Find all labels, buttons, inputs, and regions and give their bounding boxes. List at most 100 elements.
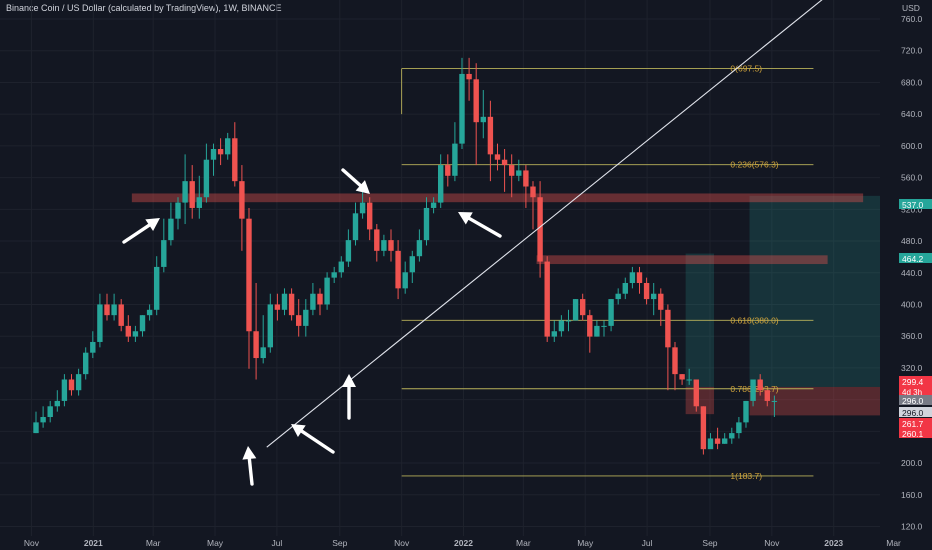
candle-body — [182, 181, 188, 203]
candle-body — [253, 331, 259, 359]
price-axis-tick: 760.0 — [901, 14, 923, 24]
candle-body — [331, 272, 337, 278]
candle-body — [736, 422, 742, 434]
candle-body — [693, 379, 699, 407]
price-axis-tick: 720.0 — [901, 46, 923, 56]
candle-body — [466, 73, 472, 80]
candle-body — [750, 379, 756, 401]
candle-body — [324, 277, 330, 305]
candle-body — [501, 159, 508, 166]
candle-body — [175, 202, 181, 219]
price-axis-tick: 200.0 — [901, 458, 923, 468]
candle-body — [743, 400, 749, 423]
price-tag — [899, 199, 932, 209]
time-axis — [0, 536, 932, 550]
candle-body — [267, 304, 273, 348]
price-axis-tick: 320.0 — [901, 363, 923, 373]
candle-body — [381, 240, 387, 251]
chart-title: Binance Coin / US Dollar (calculated by … — [6, 3, 282, 13]
time-axis-tick: Nov — [24, 538, 40, 548]
fib-level-label: 0.236(576.3) — [730, 160, 778, 170]
arrow-shaft — [122, 223, 151, 244]
arrow-head — [458, 212, 473, 225]
annotation-arrow-icon — [291, 424, 335, 454]
resistance-zone — [131, 193, 864, 203]
candle-body — [83, 352, 89, 375]
candle-body — [643, 283, 650, 300]
resistance-zone — [536, 255, 828, 265]
candle-body — [729, 433, 735, 439]
candle-body — [310, 293, 316, 310]
candle-body — [487, 116, 494, 155]
candle-body — [374, 229, 380, 251]
price-axis-tick: 120.0 — [901, 521, 923, 531]
trendline — [266, 0, 823, 448]
candle-body — [537, 197, 543, 262]
candle-body — [771, 400, 778, 402]
time-axis-tick: Mar — [516, 538, 531, 548]
time-axis-tick: May — [577, 538, 594, 548]
candle-body — [445, 165, 451, 176]
candle-body — [402, 272, 408, 289]
time-axis-tick: 2021 — [84, 538, 103, 548]
candle-body — [104, 304, 110, 316]
candle-body — [232, 138, 238, 182]
price-axis-tick: 520.0 — [901, 204, 923, 214]
price-axis-tick: 640.0 — [901, 109, 923, 119]
annotation-arrow-icon — [342, 374, 356, 420]
price-tag-label: 464.2 — [902, 254, 924, 264]
candle-body — [629, 272, 636, 284]
price-tag-label: 299.4 — [902, 377, 924, 387]
candle-body — [430, 202, 437, 208]
annotation-arrow-icon — [341, 168, 370, 194]
candle-body — [90, 341, 96, 353]
candle-body — [352, 213, 359, 241]
candle-body — [47, 406, 53, 418]
candle-body — [601, 325, 607, 327]
candle-body — [608, 299, 614, 326]
candle-body — [714, 438, 721, 444]
price-axis-currency: USD — [902, 3, 920, 13]
time-axis-tick: Jul — [642, 538, 653, 548]
candle-body — [508, 165, 515, 176]
time-axis-tick: Mar — [146, 538, 161, 548]
candle-body — [118, 304, 124, 326]
arrow-head — [342, 374, 356, 387]
candle-body — [686, 379, 692, 381]
price-axis-tick: 160.0 — [901, 490, 923, 500]
candle-body — [544, 261, 550, 337]
candle-body — [615, 293, 621, 300]
projection-profit-zone — [749, 195, 892, 387]
price-tag — [899, 376, 932, 396]
price-tag — [899, 395, 932, 405]
time-axis-tick: 2022 — [454, 538, 473, 548]
candle-body — [210, 148, 217, 160]
candle-body — [139, 315, 146, 332]
candle-body — [125, 325, 132, 337]
candle-body — [721, 438, 728, 444]
candle-body — [366, 202, 373, 230]
time-axis-tick: Sep — [702, 538, 717, 548]
candle-body — [523, 170, 529, 187]
arrow-head — [242, 446, 257, 460]
price-axis-tick: 480.0 — [901, 236, 923, 246]
price-tag — [899, 428, 932, 438]
candle-body — [303, 309, 309, 326]
price-tag-label: 537.0 — [902, 200, 924, 210]
candle-body — [260, 347, 266, 359]
candle-body — [551, 331, 557, 337]
fib-level-label: 0.618(380.0) — [730, 315, 778, 325]
candle-body — [423, 207, 430, 241]
price-tag-countdown: 4d 3h — [902, 388, 922, 397]
candle-body — [707, 438, 714, 450]
candle-body — [459, 73, 465, 144]
price-tag-label: 296.0 — [902, 408, 924, 418]
candle-body — [452, 143, 458, 176]
price-axis-tick: 600.0 — [901, 141, 923, 151]
candle-body — [622, 283, 628, 294]
candle-body — [700, 406, 707, 450]
candle-body — [225, 138, 231, 155]
price-tag-label: 260.1 — [902, 429, 924, 439]
time-axis-tick: Nov — [764, 538, 780, 548]
